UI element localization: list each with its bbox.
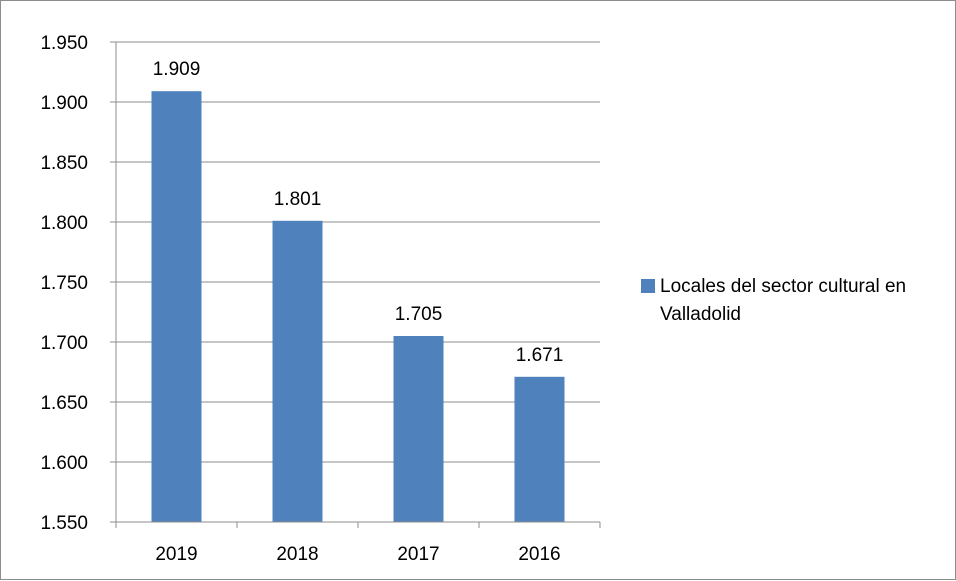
axes: [110, 41, 601, 528]
bars: [151, 91, 565, 523]
y-tick-label: 1.750: [40, 273, 88, 294]
y-tick-label: 1.800: [40, 213, 88, 234]
y-tick-label: 1.700: [40, 333, 88, 354]
y-tick-label: 1.600: [40, 453, 88, 474]
bar: [151, 91, 202, 522]
data-label: 1.671: [516, 345, 564, 366]
y-tick-label: 1.550: [40, 513, 88, 534]
y-tick-label: 1.900: [40, 93, 88, 114]
bar: [393, 336, 444, 522]
labels: 1.550 1.600 1.650 1.700 1.750 1.800 1.850 1.900…: [40, 33, 563, 565]
y-tick-label: 1.950: [40, 33, 88, 54]
bar: [272, 220, 323, 523]
x-tick-label: 2017: [397, 544, 439, 565]
y-tick-label: 1.650: [40, 393, 88, 414]
data-label: 1.909: [153, 59, 201, 80]
bar: [514, 376, 565, 522]
data-label: 1.801: [274, 189, 322, 210]
x-tick-label: 2019: [155, 544, 197, 565]
y-tick-label: 1.850: [40, 153, 88, 174]
legend-swatch: [641, 279, 655, 293]
x-tick-label: 2016: [518, 544, 560, 565]
data-label: 1.705: [395, 304, 443, 325]
x-tick-label: 2018: [276, 544, 318, 565]
legend-label: Locales del sector cultural en Valladoli…: [660, 276, 907, 325]
